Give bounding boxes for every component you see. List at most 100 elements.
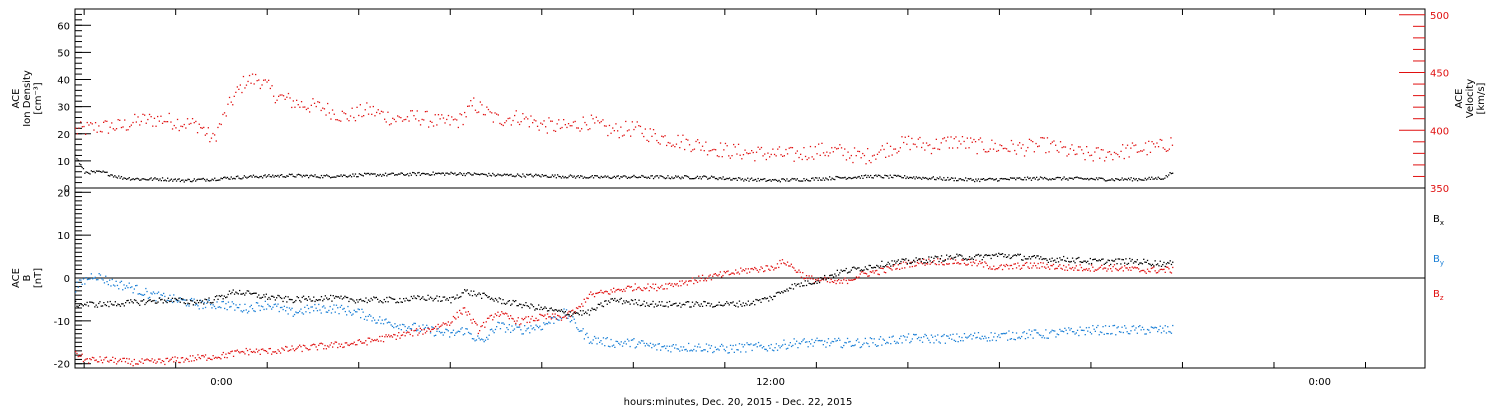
velocity-series-point xyxy=(894,148,897,150)
by-series-point xyxy=(900,335,902,337)
bz-series-point xyxy=(482,321,485,324)
by-series-point xyxy=(512,329,514,332)
density-series-point xyxy=(436,173,438,175)
bx-series-point xyxy=(619,298,621,301)
bz-series-point xyxy=(707,277,709,279)
density-series-point xyxy=(111,174,113,176)
bz-series-point xyxy=(1110,268,1112,270)
density-series-point xyxy=(88,172,90,174)
bx-series-point xyxy=(876,264,878,267)
field-axis-tick-label: -10 xyxy=(54,317,70,328)
by-series-point xyxy=(1103,333,1105,335)
velocity-series-point xyxy=(765,158,767,161)
velocity-series-point xyxy=(710,150,712,152)
bz-series-point xyxy=(206,359,208,361)
bx-series-point xyxy=(960,254,962,256)
bz-series-point xyxy=(1026,261,1028,264)
bx-series-point xyxy=(957,255,959,257)
by-series-point xyxy=(681,349,683,351)
by-series-point xyxy=(442,334,444,336)
bz-series-point xyxy=(212,355,214,357)
velocity-series-point xyxy=(214,134,216,136)
density-series-point xyxy=(717,178,719,181)
density-series-point xyxy=(120,176,123,178)
bx-series-point xyxy=(162,302,164,304)
bx-series-point xyxy=(1085,261,1088,264)
bz-series-point xyxy=(1163,268,1165,270)
density-series-point xyxy=(397,173,400,175)
bx-series-point xyxy=(695,301,697,303)
density-series-point xyxy=(816,177,818,179)
density-series-point xyxy=(831,177,833,179)
bx-series-point xyxy=(506,302,508,304)
bx-series-point xyxy=(361,300,363,302)
velocity-series-point xyxy=(644,128,646,130)
bx-series-point xyxy=(251,293,253,295)
velocity-series-point xyxy=(186,118,189,120)
velocity-series-point xyxy=(144,114,146,116)
bz-series-point xyxy=(217,356,219,358)
density-series-point xyxy=(428,174,430,176)
velocity-series-point xyxy=(1135,144,1137,146)
density-series-point xyxy=(1116,178,1118,180)
density-series-point xyxy=(1059,177,1061,179)
velocity-series-point xyxy=(484,114,486,116)
by-series-point xyxy=(651,347,653,349)
by-series-point xyxy=(157,291,160,293)
by-series-point xyxy=(966,337,968,339)
bz-series-point xyxy=(75,350,77,353)
by-series xyxy=(75,273,1174,354)
bx-series-point xyxy=(405,297,407,299)
velocity-series-point xyxy=(401,120,404,122)
velocity-series-point xyxy=(419,124,422,126)
velocity-series-point xyxy=(581,128,583,130)
bx-series-point xyxy=(518,303,521,305)
density-series-point xyxy=(1156,178,1158,180)
by-series-point xyxy=(492,330,494,332)
density-series-point xyxy=(625,176,627,178)
density-series-point xyxy=(221,178,223,180)
by-series-point xyxy=(244,303,246,305)
by-series-point xyxy=(110,285,112,287)
bx-series-point xyxy=(596,307,598,309)
bz-series-point xyxy=(432,328,434,330)
velocity-series-point xyxy=(171,128,174,130)
density-series-point xyxy=(151,179,154,181)
velocity-series-point xyxy=(1037,145,1039,148)
field-axis-tick-label: 20 xyxy=(57,188,70,199)
by-series-point xyxy=(1024,338,1027,340)
bx-series-point xyxy=(1115,258,1117,260)
by-series-point xyxy=(1089,331,1091,333)
density-series-point xyxy=(719,177,722,179)
bx-series-point xyxy=(915,257,917,259)
bz-series-point xyxy=(696,281,699,283)
bx-series-point xyxy=(838,274,840,276)
bz-series-point xyxy=(276,352,278,354)
bz-series-point xyxy=(599,291,601,293)
density-series-point xyxy=(260,175,262,178)
bz-series-point xyxy=(717,275,719,277)
by-series-point xyxy=(188,305,190,307)
bx-series-point xyxy=(387,301,389,303)
by-series-point xyxy=(185,305,188,307)
bx-series-point xyxy=(991,254,994,256)
by-series-point xyxy=(311,306,313,308)
bz-series-point xyxy=(118,359,120,362)
bz-series-point xyxy=(740,267,742,269)
bx-series-point xyxy=(143,299,145,301)
bz-series-point xyxy=(78,355,81,357)
velocity-series-point xyxy=(625,120,627,123)
density-series-point xyxy=(341,175,343,178)
density-series-point xyxy=(1092,178,1094,180)
density-series-point xyxy=(549,176,551,178)
by-series-point xyxy=(307,307,310,310)
bz-series-point xyxy=(170,358,172,360)
by-series-point xyxy=(878,338,880,340)
bx-series-point xyxy=(100,305,102,307)
velocity-series-point xyxy=(287,92,290,95)
density-series-point xyxy=(963,179,965,182)
bx-series-point xyxy=(1075,258,1077,260)
by-series-point xyxy=(1118,331,1121,333)
velocity-series-point xyxy=(572,121,575,123)
by-series-point xyxy=(667,350,669,352)
